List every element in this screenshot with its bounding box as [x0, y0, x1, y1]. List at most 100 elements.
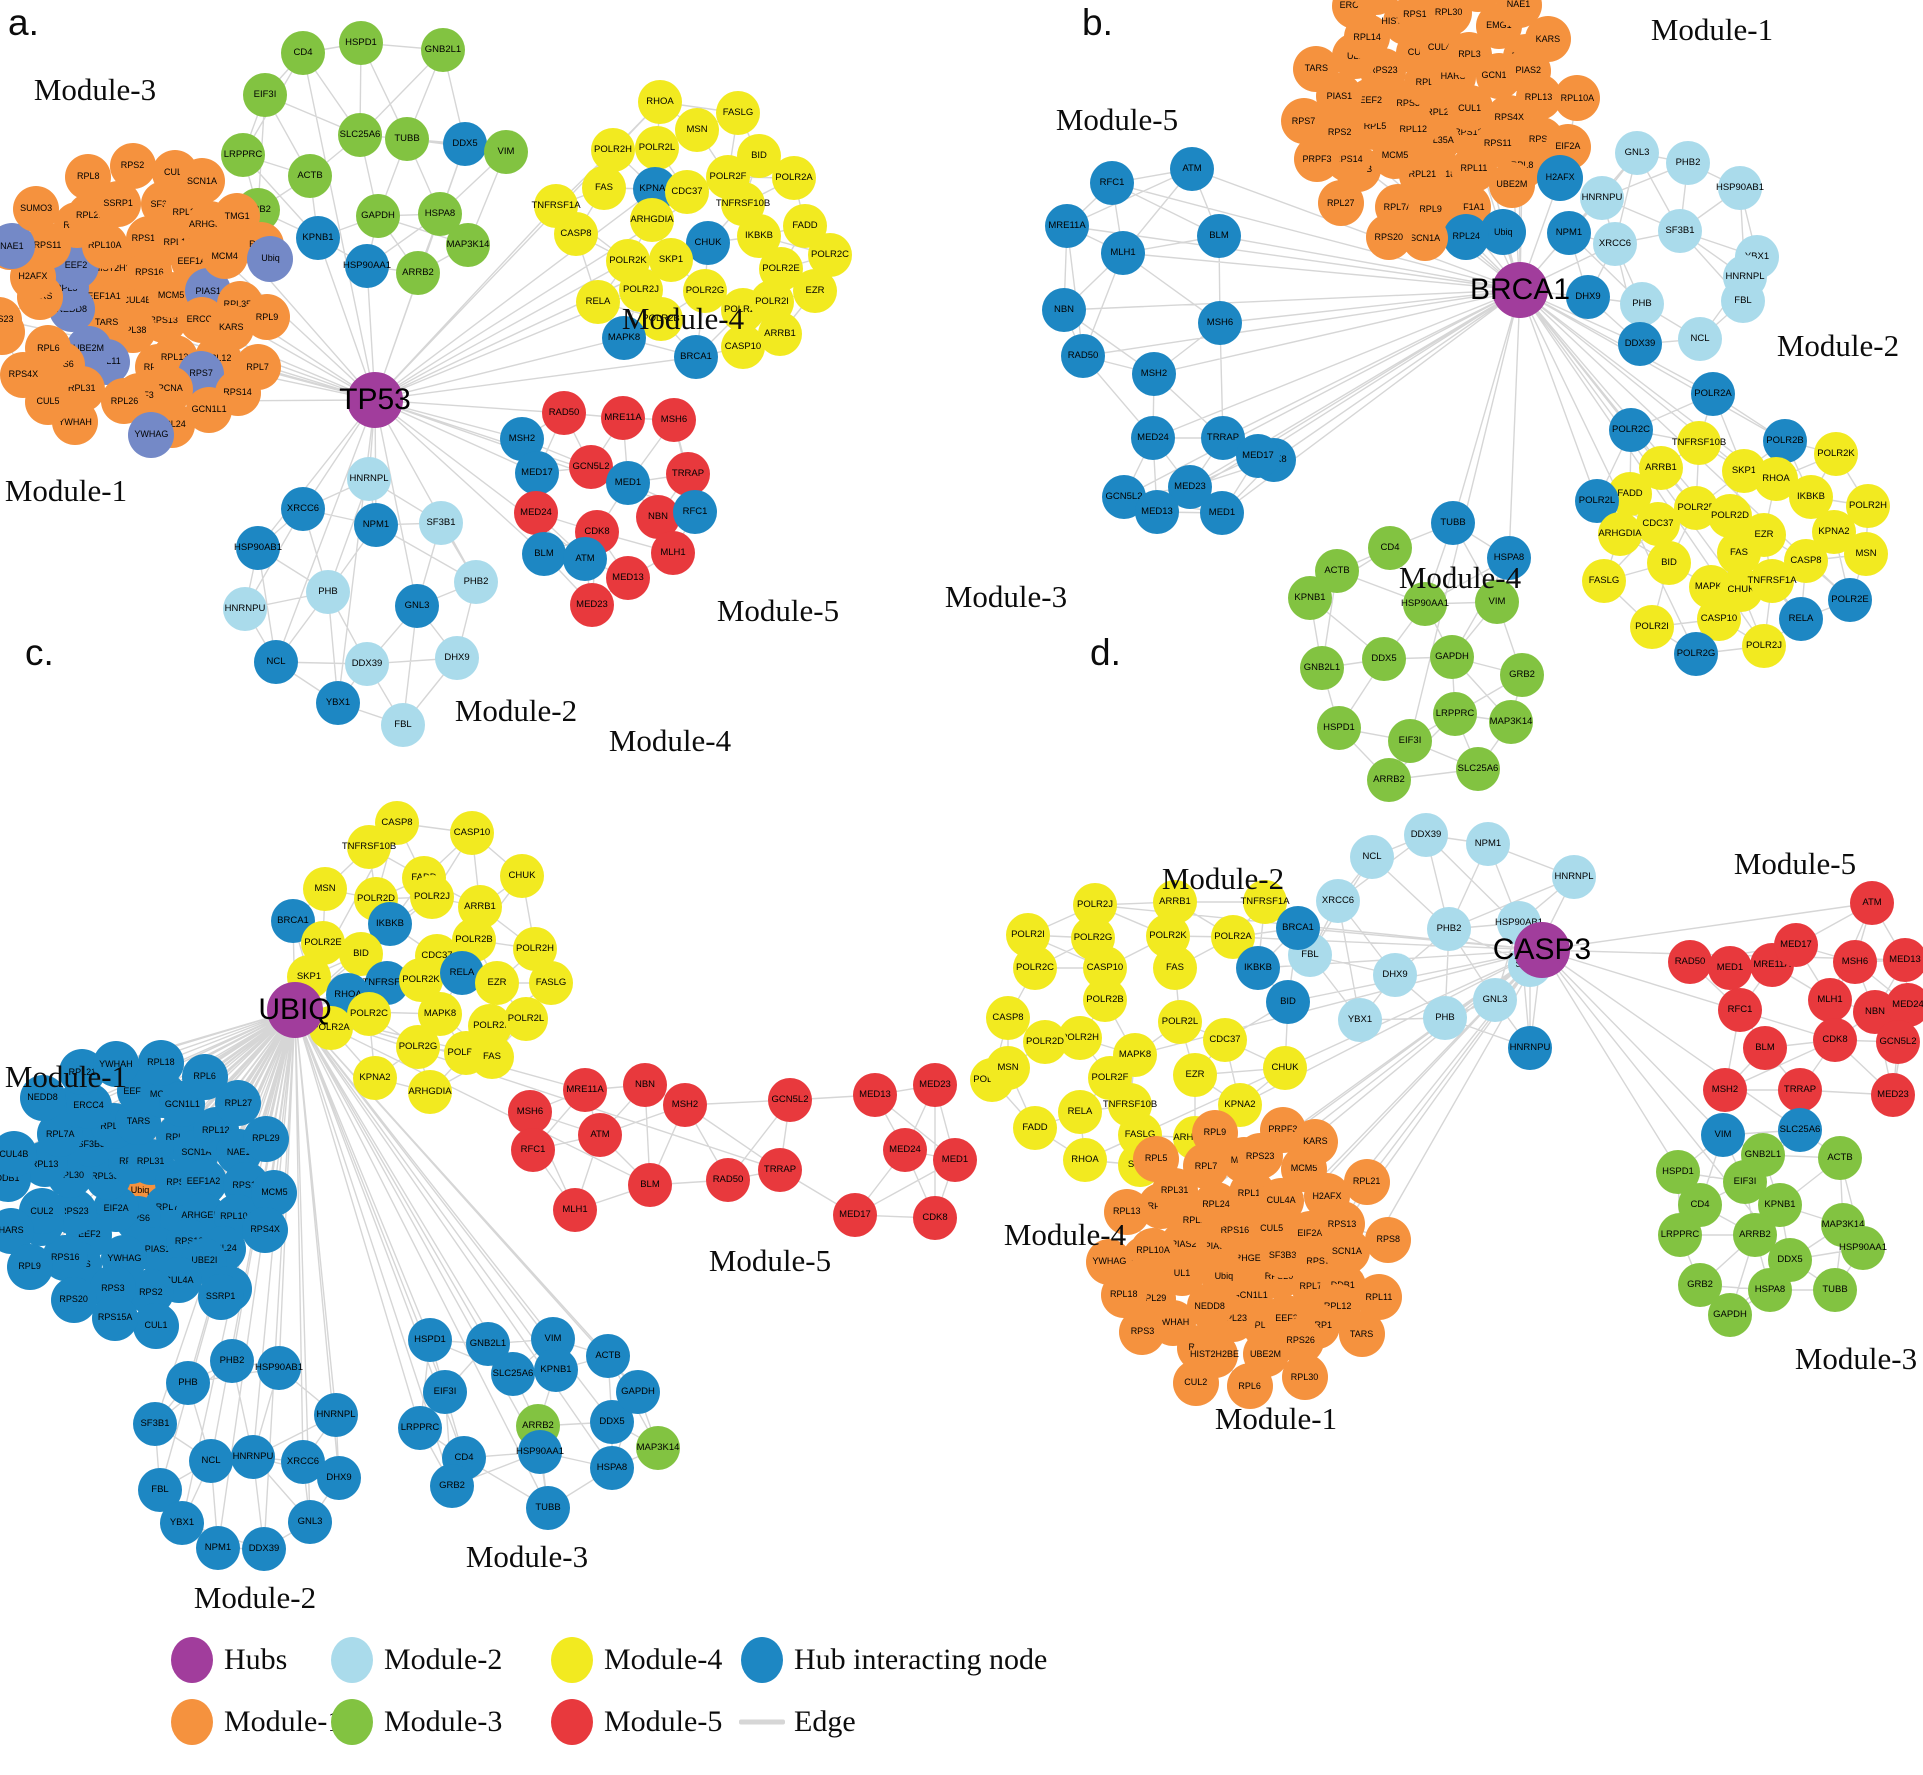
node-POLR2K: POLR2K [1814, 432, 1858, 476]
node-H2AFX: H2AFX [1537, 154, 1584, 201]
node-EIF3I: EIF3I [1388, 719, 1432, 763]
node-POLR2L: POLR2L [635, 126, 679, 170]
module-label-module-2: Module-2 [1161, 861, 1285, 896]
node-TRRAP: TRRAP [1778, 1068, 1822, 1112]
node-DHX9: DHX9 [1566, 275, 1610, 319]
node-MLH1: MLH1 [553, 1188, 597, 1232]
node-MAPK8: MAPK8 [602, 316, 646, 360]
node-VIM: VIM [1475, 580, 1519, 624]
panel-letter: a. [8, 2, 39, 43]
module-label-module-1: Module-1 [1214, 1401, 1338, 1436]
node-RPS8: RPS8 [1365, 1216, 1412, 1263]
module-label-module-1: Module-1 [4, 473, 128, 508]
node-RFC1: RFC1 [1090, 161, 1134, 205]
node-DHX9: DHX9 [435, 636, 479, 680]
node-XRCC6: XRCC6 [1316, 879, 1360, 923]
hub-node-TP53 [347, 372, 403, 428]
node-RPL10A: RPL10A [1130, 1227, 1177, 1274]
node-DDX39: DDX39 [345, 642, 389, 686]
node-TUBB: TUBB [1431, 501, 1475, 545]
node-ARRB1: ARRB1 [758, 312, 802, 356]
node-KPNA2: KPNA2 [353, 1056, 397, 1100]
node-RPS20: RPS20 [50, 1276, 97, 1323]
node-MSH2: MSH2 [1132, 352, 1176, 396]
node-SSRP1: SSRP1 [197, 1273, 244, 1320]
module-label-module-3: Module-3 [33, 72, 157, 107]
node-RFC1: RFC1 [673, 490, 717, 534]
node-GNB2L1: GNB2L1 [1300, 646, 1344, 690]
node-MLH1: MLH1 [1808, 978, 1852, 1022]
node-MED17: MED17 [833, 1193, 877, 1237]
node-DDX39: DDX39 [1618, 322, 1662, 366]
node-RPS4X: RPS4X [242, 1206, 289, 1253]
node-PHB: PHB [306, 570, 350, 614]
node-HSPD1: HSPD1 [339, 21, 383, 65]
node-POLR2D: POLR2D [1023, 1020, 1067, 1064]
node-HSPD1: HSPD1 [408, 1318, 452, 1362]
node-HSP90AA1: HSP90AA1 [343, 244, 391, 288]
node-MSN: MSN [1844, 532, 1888, 576]
node-POLR2G: POLR2G [396, 1025, 440, 1069]
legend-label-module-4: Module-4 [604, 1643, 723, 1676]
node-MED1: MED1 [933, 1138, 977, 1182]
module-label-module-1: Module-1 [4, 1059, 128, 1094]
node-KPNB1: KPNB1 [1288, 576, 1332, 620]
node-GCN5L2: GCN5L2 [569, 445, 613, 489]
node-EZR: EZR [475, 961, 519, 1005]
node-ACTB: ACTB [1818, 1136, 1862, 1180]
node-VIM: VIM [1701, 1113, 1745, 1157]
legend-label-module-2: Module-2 [384, 1643, 503, 1676]
node-SUMO3: SUMO3 [13, 185, 60, 232]
node-CD4: CD4 [1368, 526, 1412, 570]
node-GNL3: GNL3 [395, 584, 439, 628]
node-MLH1: MLH1 [651, 531, 695, 575]
hub-node-BRCA1 [1492, 262, 1548, 318]
node-HSP90AB1: HSP90AB1 [255, 1346, 303, 1390]
node-POLR2G: POLR2G [683, 269, 727, 313]
legend-swatch-hub-interacting-node [741, 1637, 783, 1683]
node-GAPDH: GAPDH [616, 1370, 660, 1414]
node-TUBB: TUBB [1813, 1268, 1857, 1312]
legend-label-edge: Edge [794, 1705, 856, 1738]
node-NPM1: NPM1 [196, 1526, 240, 1570]
node-MED17: MED17 [1774, 923, 1818, 967]
node-GRB2: GRB2 [1500, 653, 1544, 697]
node-RPL30: RPL30 [1281, 1354, 1328, 1401]
node-NCL: NCL [189, 1439, 233, 1483]
node-POLR2H: POLR2H [591, 128, 635, 172]
node-MAP3K14: MAP3K14 [1489, 700, 1533, 744]
node-RAD50: RAD50 [542, 391, 586, 435]
node-POLR2I: POLR2I [1630, 605, 1674, 649]
node-MSH6: MSH6 [1198, 301, 1242, 345]
node-MAP3K14: MAP3K14 [446, 223, 490, 267]
node-MRE11A: MRE11A [563, 1068, 607, 1112]
node-RPL9: RPL9 [1191, 1109, 1238, 1156]
node-SLC25A6: SLC25A6 [1456, 747, 1500, 791]
module-label-module-4: Module-4 [1003, 1217, 1127, 1252]
node-CUL2: CUL2 [1172, 1359, 1219, 1406]
node-POLR2J: POLR2J [410, 875, 454, 919]
node-RPL13: RPL13 [1103, 1188, 1150, 1235]
node-TNFRSF1A: TNFRSF1A [1747, 559, 1797, 603]
node-MLH1: MLH1 [1101, 231, 1145, 275]
node-FASLG: FASLG [529, 961, 573, 1005]
node-XRCC6: XRCC6 [281, 487, 325, 531]
node-POLR2L: POLR2L [1158, 1000, 1202, 1044]
module-label-module-2: Module-2 [1776, 328, 1900, 363]
node-RPS2: RPS2 [109, 142, 156, 189]
node-POLR2C: POLR2C [1013, 946, 1057, 990]
node-POLR2G: POLR2G [1674, 632, 1718, 676]
node-RPL5: RPL5 [1133, 1135, 1180, 1182]
node-HSP90AB1: HSP90AB1 [1716, 166, 1764, 210]
node-EZR: EZR [793, 269, 837, 313]
node-POLR2B: POLR2B [639, 297, 683, 341]
node-RAD50: RAD50 [706, 1158, 750, 1202]
node-POLR2C: POLR2C [1609, 408, 1653, 452]
node-MED23: MED23 [1871, 1073, 1915, 1117]
node-MED23: MED23 [570, 583, 614, 627]
node-RPL21: RPL21 [1343, 1158, 1390, 1205]
node-RPS15A: RPS15A [92, 1294, 139, 1341]
node-CDC37: CDC37 [1636, 502, 1680, 546]
hub-label-BRCA1: BRCA1 [1469, 273, 1571, 306]
node-YBX1: YBX1 [316, 681, 360, 725]
